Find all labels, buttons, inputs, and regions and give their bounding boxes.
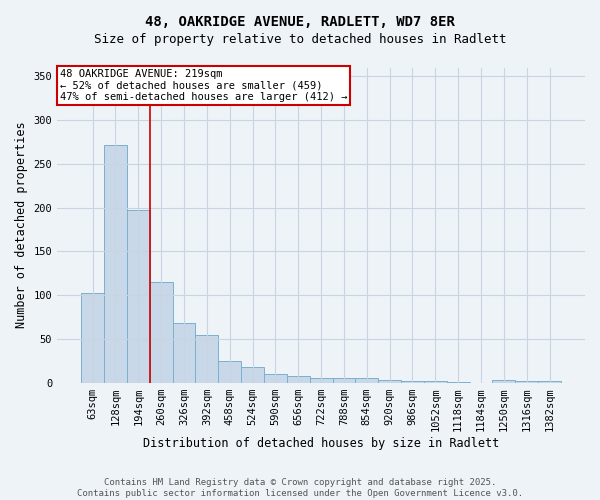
Bar	[378, 380, 401, 383]
Bar	[447, 382, 470, 383]
Bar	[310, 378, 332, 383]
Bar	[264, 374, 287, 383]
Bar	[515, 381, 538, 383]
Bar	[127, 210, 150, 383]
Bar	[196, 334, 218, 383]
Bar	[104, 146, 127, 383]
Text: 48, OAKRIDGE AVENUE, RADLETT, WD7 8ER: 48, OAKRIDGE AVENUE, RADLETT, WD7 8ER	[145, 15, 455, 29]
Text: Contains HM Land Registry data © Crown copyright and database right 2025.
Contai: Contains HM Land Registry data © Crown c…	[77, 478, 523, 498]
Text: 48 OAKRIDGE AVENUE: 219sqm
← 52% of detached houses are smaller (459)
47% of sem: 48 OAKRIDGE AVENUE: 219sqm ← 52% of deta…	[60, 69, 347, 102]
Bar	[493, 380, 515, 383]
Bar	[401, 381, 424, 383]
Bar	[150, 282, 173, 383]
Bar	[81, 292, 104, 383]
Bar	[424, 381, 447, 383]
Bar	[173, 324, 196, 383]
Bar	[355, 378, 378, 383]
Bar	[218, 361, 241, 383]
X-axis label: Distribution of detached houses by size in Radlett: Distribution of detached houses by size …	[143, 437, 499, 450]
Bar	[287, 376, 310, 383]
Bar	[241, 367, 264, 383]
Bar	[332, 378, 355, 383]
Bar	[538, 381, 561, 383]
Y-axis label: Number of detached properties: Number of detached properties	[15, 122, 28, 328]
Text: Size of property relative to detached houses in Radlett: Size of property relative to detached ho…	[94, 32, 506, 46]
